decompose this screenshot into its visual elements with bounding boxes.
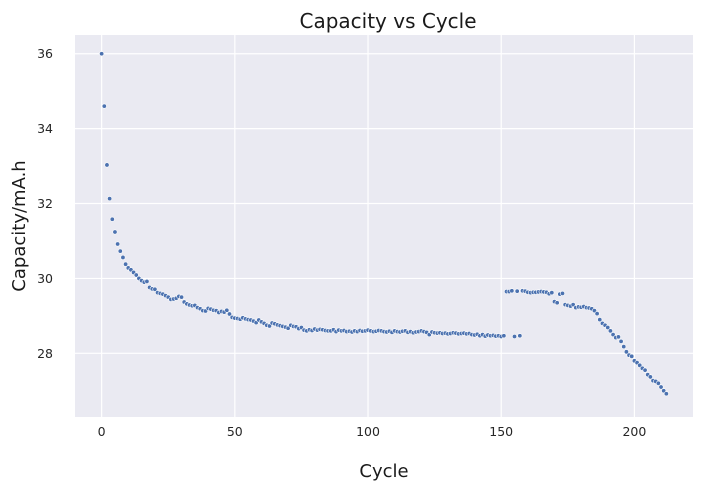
y-tick-labels: 28 30 32 34 36 bbox=[37, 46, 53, 361]
x-tick-label: 0 bbox=[98, 424, 106, 439]
y-tick-label: 28 bbox=[37, 346, 53, 361]
data-point bbox=[144, 278, 150, 284]
chart-title: Capacity vs Cycle bbox=[299, 9, 476, 33]
x-tick-label: 100 bbox=[356, 424, 380, 439]
data-point bbox=[655, 380, 661, 386]
data-point bbox=[517, 333, 523, 339]
data-point bbox=[554, 300, 560, 306]
data-point bbox=[120, 254, 126, 260]
data-point bbox=[629, 353, 635, 359]
data-point bbox=[559, 290, 565, 296]
data-point bbox=[227, 311, 233, 317]
data-point bbox=[112, 229, 118, 235]
data-point bbox=[99, 51, 105, 57]
data-point bbox=[107, 196, 113, 202]
y-tick-label: 34 bbox=[37, 121, 53, 136]
data-point bbox=[509, 288, 515, 294]
gridlines bbox=[75, 35, 693, 417]
data-point bbox=[549, 290, 555, 296]
y-axis-label: Capacity/mA.h bbox=[9, 160, 30, 291]
data-point bbox=[621, 344, 627, 350]
data-point bbox=[623, 349, 629, 355]
data-point bbox=[514, 288, 520, 294]
data-point bbox=[607, 328, 613, 334]
data-point bbox=[642, 367, 648, 373]
data-points bbox=[99, 51, 669, 397]
data-point bbox=[647, 374, 653, 380]
data-point bbox=[615, 334, 621, 340]
y-tick-label: 30 bbox=[37, 271, 53, 286]
data-point bbox=[658, 384, 664, 390]
data-point bbox=[594, 311, 600, 317]
data-point bbox=[123, 261, 129, 267]
data-point bbox=[179, 294, 185, 300]
x-axis-label: Cycle bbox=[359, 461, 408, 482]
data-point bbox=[115, 241, 121, 247]
x-tick-labels: 0 50 100 150 200 bbox=[98, 424, 647, 439]
data-point bbox=[152, 286, 158, 292]
data-point bbox=[101, 103, 107, 109]
data-point bbox=[512, 333, 518, 339]
x-tick-label: 50 bbox=[227, 424, 243, 439]
data-point bbox=[117, 248, 123, 254]
x-tick-label: 150 bbox=[489, 424, 513, 439]
plot-area bbox=[75, 35, 693, 417]
data-point bbox=[109, 216, 115, 222]
data-point bbox=[618, 338, 624, 344]
data-point bbox=[597, 317, 603, 323]
data-point bbox=[224, 307, 230, 313]
data-point bbox=[501, 333, 507, 339]
x-tick-label: 200 bbox=[622, 424, 646, 439]
y-tick-label: 36 bbox=[37, 46, 53, 61]
data-point bbox=[133, 272, 139, 278]
data-point bbox=[605, 324, 611, 330]
data-point bbox=[104, 162, 110, 168]
y-tick-label: 32 bbox=[37, 196, 53, 211]
data-point bbox=[663, 391, 669, 397]
